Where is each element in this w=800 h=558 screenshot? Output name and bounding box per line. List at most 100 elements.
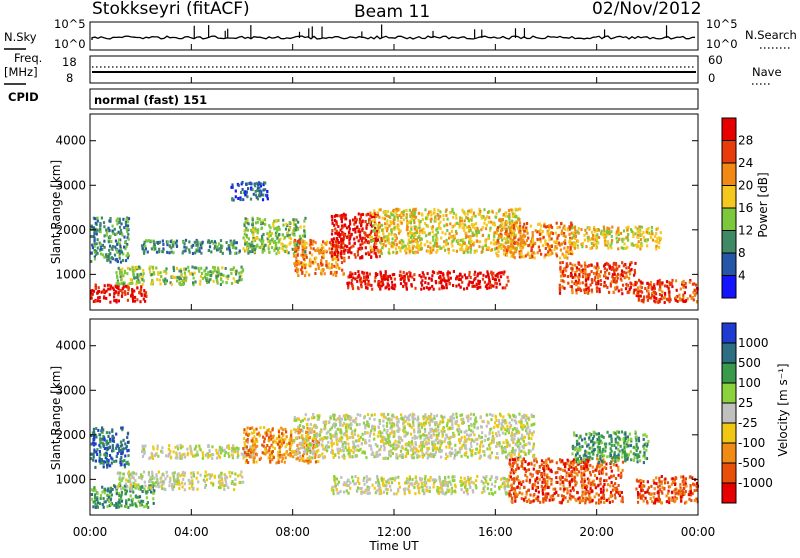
echo-cell	[184, 249, 186, 252]
echo-cell	[100, 230, 102, 233]
echo-cell	[176, 480, 178, 483]
echo-cell	[333, 237, 335, 240]
echo-cell	[388, 248, 390, 251]
echo-cell	[376, 273, 378, 276]
echo-cell	[184, 456, 186, 459]
echo-cell	[486, 224, 488, 227]
echo-cell	[445, 283, 447, 286]
echo-cell	[415, 240, 417, 243]
echo-cell	[218, 272, 220, 275]
echo-cell	[429, 287, 431, 290]
echo-cell	[459, 243, 461, 246]
noise-tick-left-bottom: 10^0	[54, 37, 86, 51]
echo-cell	[543, 236, 545, 239]
freq-label: Freq.	[14, 51, 42, 65]
echo-cell	[144, 245, 146, 248]
echo-cell	[360, 248, 362, 251]
echo-cell	[574, 264, 576, 267]
echo-cell	[143, 471, 145, 474]
echo-cell	[98, 290, 100, 293]
echo-cell	[303, 229, 305, 232]
echo-cell	[523, 255, 525, 258]
echo-cell	[99, 450, 101, 453]
echo-cell	[378, 251, 380, 254]
echo-cell	[231, 449, 233, 452]
echo-cell	[648, 294, 650, 297]
echo-cell	[282, 428, 284, 431]
echo-cell	[647, 286, 649, 289]
echo-cell	[449, 272, 451, 275]
echo-cell	[93, 449, 95, 452]
echo-cell	[131, 501, 133, 504]
echo-cell	[446, 286, 448, 289]
echo-cell	[140, 289, 142, 292]
echo-cell	[548, 235, 550, 238]
echo-cell	[409, 209, 411, 212]
echo-cell	[245, 217, 247, 220]
echo-cell	[198, 267, 200, 270]
echo-cell	[371, 288, 373, 291]
echo-cell	[476, 287, 478, 290]
echo-cell	[507, 280, 509, 283]
echo-cell	[232, 246, 234, 249]
echo-cell	[126, 254, 128, 257]
echo-cell	[276, 230, 278, 233]
echo-cell	[221, 472, 223, 475]
echo-cell	[108, 240, 110, 243]
echo-cell	[668, 290, 670, 293]
echo-cell	[295, 228, 297, 231]
echo-cell	[486, 215, 488, 218]
echo-cell	[548, 224, 550, 227]
echo-cell	[406, 248, 408, 251]
echo-cell	[276, 437, 278, 440]
echo-cell	[331, 219, 333, 222]
echo-cell	[135, 266, 137, 269]
echo-cell	[99, 438, 101, 441]
echo-cell	[334, 244, 336, 247]
echo-cell	[616, 286, 618, 289]
echo-cell	[91, 244, 93, 247]
echo-cell	[392, 209, 394, 212]
echo-cell	[176, 245, 178, 248]
echo-cell	[466, 245, 468, 248]
echo-cell	[158, 248, 160, 251]
echo-cell	[374, 219, 376, 222]
echo-cell	[493, 235, 495, 238]
echo-cell	[221, 479, 223, 482]
echo-cell	[520, 247, 522, 250]
echo-cell	[432, 225, 434, 228]
echo-cell	[444, 232, 446, 235]
echo-cell	[93, 235, 95, 238]
echo-cell	[210, 482, 212, 485]
echo-cell	[97, 238, 99, 241]
echo-cell	[608, 291, 610, 294]
echo-cell	[614, 273, 616, 276]
echo-cell	[551, 245, 553, 248]
echo-cell	[91, 252, 93, 255]
echo-cell	[359, 237, 361, 240]
echo-cell	[334, 219, 336, 222]
echo-cell	[572, 264, 574, 267]
echo-cell	[485, 244, 487, 247]
echo-cell	[427, 245, 429, 248]
echo-cell	[140, 500, 142, 503]
echo-cell	[614, 286, 616, 289]
echo-cell	[356, 280, 358, 283]
echo-cell	[342, 232, 344, 235]
echo-cell	[242, 447, 244, 450]
echo-cell	[348, 282, 350, 285]
noise-tick-right-top: 10^5	[706, 17, 738, 31]
echo-cell	[113, 504, 115, 507]
echo-cell	[181, 275, 183, 278]
echo-cell	[452, 284, 454, 287]
echo-cell	[180, 444, 182, 447]
echo-cell	[639, 290, 641, 293]
echo-cell	[304, 264, 306, 267]
echo-cell	[135, 473, 137, 476]
echo-cell	[152, 281, 154, 284]
echo-cell	[517, 227, 519, 230]
echo-cell	[331, 215, 333, 218]
echo-cell	[208, 249, 210, 252]
echo-cell	[208, 473, 210, 476]
echo-cell	[174, 471, 176, 474]
